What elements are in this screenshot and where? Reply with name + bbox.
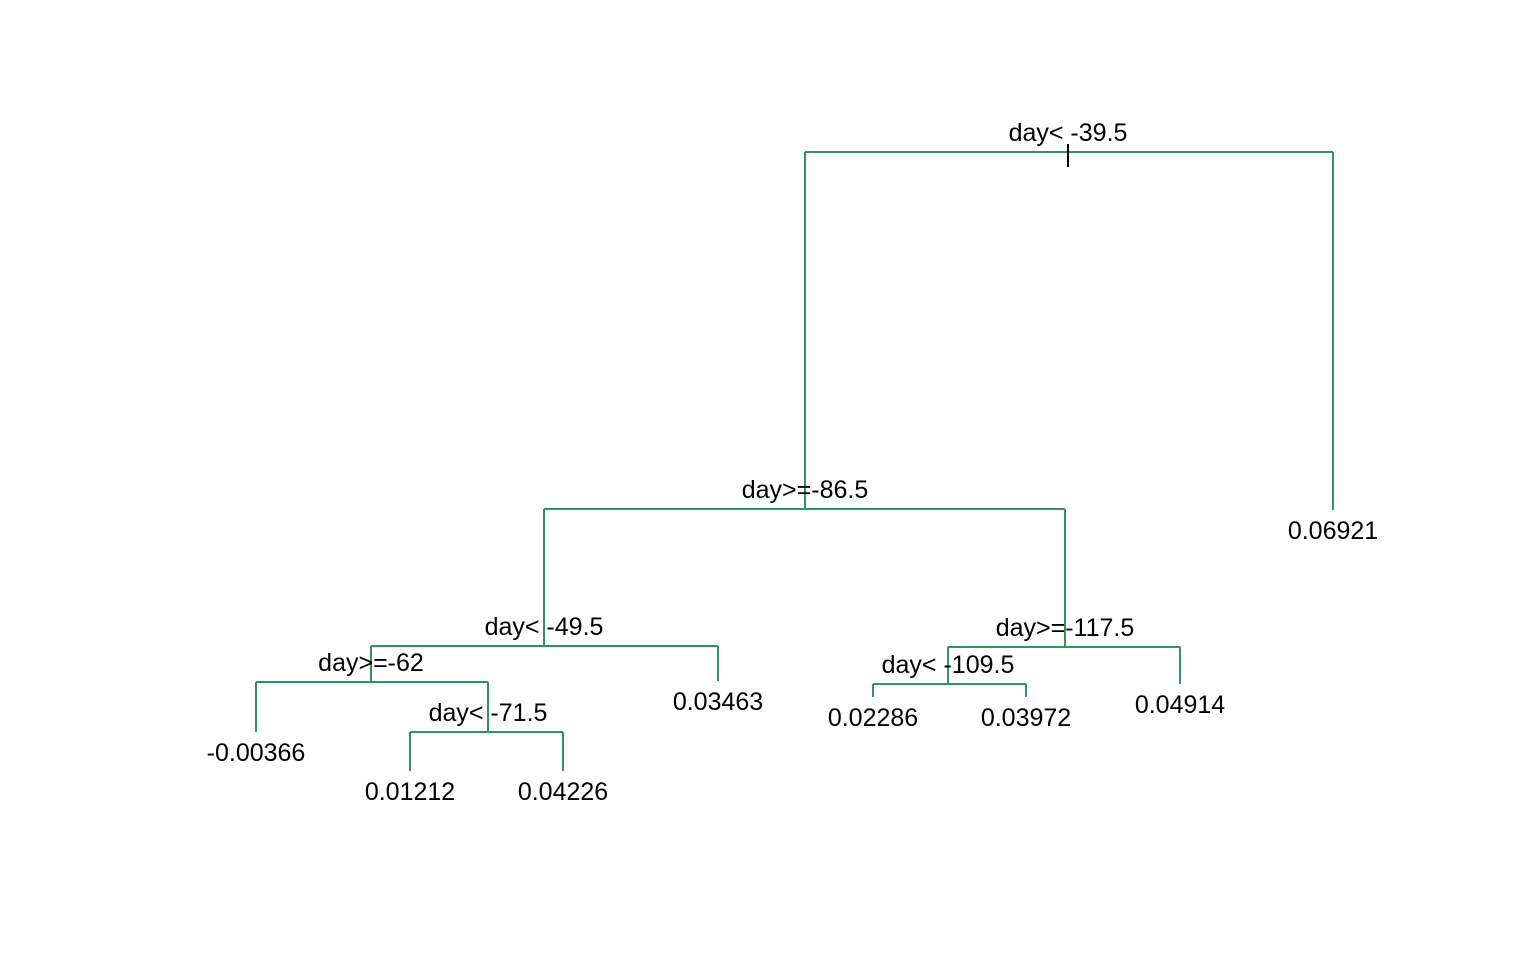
leaf-value: 0.03972 [981, 704, 1071, 732]
leaf-value: 0.03463 [673, 688, 763, 716]
split-label: day< -109.5 [882, 651, 1015, 679]
leaf-value: 0.04226 [518, 778, 608, 806]
split-label: day< -49.5 [485, 613, 604, 641]
split-label: day>=-62 [318, 649, 424, 677]
split-label: day>=-86.5 [742, 476, 869, 504]
leaf-value: 0.06921 [1288, 517, 1378, 545]
split-label: day< -39.5 [1009, 119, 1128, 147]
leaf-value: -0.00366 [207, 739, 306, 767]
leaf-value: 0.02286 [828, 704, 918, 732]
split-label: day>=-117.5 [996, 614, 1135, 642]
split-label: day< -71.5 [429, 699, 548, 727]
leaf-value: 0.04914 [1135, 691, 1225, 719]
leaf-value: 0.01212 [365, 778, 455, 806]
